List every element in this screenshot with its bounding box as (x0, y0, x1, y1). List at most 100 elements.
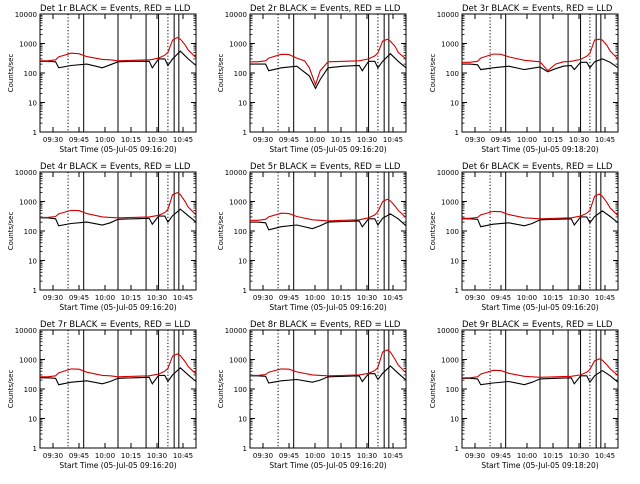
y-tick-label: 100 (24, 228, 37, 236)
lld-series-line (462, 358, 619, 379)
x-tick-label: 09:30 (465, 136, 485, 144)
events-series-line (250, 365, 407, 384)
chart-title: Det 5r BLACK = Events, RED = LLD (250, 162, 401, 172)
y-tick-label: 10000 (437, 11, 459, 19)
lld-series-line (40, 353, 197, 378)
x-tick-label: 10:30 (357, 452, 377, 460)
x-axis-label: Start Time (05-Jul-05 09:18:20) (481, 461, 598, 470)
lld-series-line (462, 193, 619, 220)
y-tick-label: 10 (450, 258, 459, 266)
x-tick-label: 10:30 (569, 294, 589, 302)
x-tick-label: 09:45 (69, 136, 89, 144)
y-tick-label: 10 (28, 100, 37, 108)
x-tick-label: 09:45 (69, 452, 89, 460)
x-axis-label: Start Time (05-Jul-05 09:16:20) (59, 145, 176, 154)
lld-series-line (250, 198, 407, 222)
chart-title: Det 6r BLACK = Events, RED = LLD (462, 162, 613, 172)
chart-title: Det 7r BLACK = Events, RED = LLD (40, 320, 191, 330)
x-tick-label: 10:15 (121, 136, 141, 144)
chart-title: Det 3r BLACK = Events, RED = LLD (462, 4, 613, 14)
x-tick-label: 10:15 (121, 452, 141, 460)
x-axis-label: Start Time (05-Jul-05 09:16:20) (269, 303, 386, 312)
x-tick-label: 09:30 (43, 452, 63, 460)
chart-title: Det 9r BLACK = Events, RED = LLD (462, 320, 613, 330)
y-tick-label: 1000 (441, 41, 459, 49)
events-series-line (40, 50, 197, 69)
x-tick-label: 10:30 (569, 452, 589, 460)
x-tick-label: 10:45 (173, 136, 193, 144)
y-tick-label: 100 (446, 386, 459, 394)
x-tick-label: 09:30 (253, 294, 273, 302)
x-axis-label: Start Time (05-Jul-05 09:16:20) (269, 461, 386, 470)
y-tick-label: 10000 (15, 11, 37, 19)
y-tick-label: 10 (28, 416, 37, 424)
x-tick-label: 09:45 (279, 136, 299, 144)
y-tick-label: 1 (33, 445, 37, 453)
x-tick-label: 10:30 (147, 452, 167, 460)
events-series-line (250, 213, 407, 231)
x-tick-label: 09:30 (465, 452, 485, 460)
chart-panel-4: Det 4r BLACK = Events, RED = LLD 1 10 100 10… (7, 162, 197, 312)
y-tick-label: 1 (243, 445, 247, 453)
y-tick-label: 100 (24, 70, 37, 78)
x-tick-label: 10:45 (595, 136, 615, 144)
y-tick-label: 10 (238, 416, 247, 424)
x-tick-label: 10:45 (173, 294, 193, 302)
chart-panel-3: Det 3r BLACK = Events, RED = LLD 1 10 100 10… (429, 4, 619, 154)
x-tick-label: 09:45 (491, 136, 511, 144)
y-axis-label: Counts/sec (7, 54, 15, 93)
lld-series-line (250, 38, 407, 87)
x-tick-label: 09:45 (69, 294, 89, 302)
y-tick-label: 10 (450, 416, 459, 424)
x-tick-label: 10:45 (595, 294, 615, 302)
events-series-line (462, 369, 619, 386)
y-tick-label: 10000 (225, 327, 247, 335)
x-tick-label: 10:00 (95, 294, 115, 302)
x-tick-label: 10:45 (595, 452, 615, 460)
y-tick-label: 10000 (437, 169, 459, 177)
x-tick-label: 09:30 (43, 294, 63, 302)
x-axis-label: Start Time (05-Jul-05 09:16:20) (481, 303, 598, 312)
y-axis-label: Counts/sec (429, 54, 437, 93)
x-axis-label: Start Time (05-Jul-05 09:16:20) (59, 303, 176, 312)
x-tick-label: 10:30 (357, 294, 377, 302)
chart-title: Det 8r BLACK = Events, RED = LLD (250, 320, 401, 330)
x-tick-label: 10:45 (383, 136, 403, 144)
chart-panel-8: Det 8r BLACK = Events, RED = LLD 1 10 100 10… (217, 320, 407, 470)
y-tick-label: 1 (455, 129, 459, 137)
x-tick-label: 10:15 (331, 452, 351, 460)
y-axis-label: Counts/sec (217, 54, 225, 93)
x-tick-label: 10:15 (331, 136, 351, 144)
x-tick-label: 09:45 (279, 452, 299, 460)
y-tick-label: 1 (243, 287, 247, 295)
x-tick-label: 10:00 (517, 294, 537, 302)
chart-panel-2: Det 2r BLACK = Events, RED = LLD 1 10 100 10… (217, 4, 407, 154)
events-series-line (462, 58, 619, 73)
y-tick-label: 10000 (15, 327, 37, 335)
y-axis-label: Counts/sec (7, 370, 15, 409)
events-series-line (250, 52, 407, 90)
y-axis-label: Counts/sec (7, 212, 15, 251)
lld-series-line (462, 38, 619, 72)
x-tick-label: 10:15 (121, 294, 141, 302)
lld-series-line (40, 191, 197, 219)
y-tick-label: 1000 (19, 357, 37, 365)
y-tick-label: 10 (238, 258, 247, 266)
y-tick-label: 1 (455, 445, 459, 453)
y-tick-label: 1000 (229, 199, 247, 207)
x-tick-label: 10:00 (305, 136, 325, 144)
x-tick-label: 09:30 (253, 136, 273, 144)
y-tick-label: 10 (238, 100, 247, 108)
y-tick-label: 1000 (229, 41, 247, 49)
y-tick-label: 1 (33, 129, 37, 137)
x-tick-label: 10:30 (147, 136, 167, 144)
lld-series-line (250, 349, 407, 377)
x-tick-label: 10:00 (95, 136, 115, 144)
y-tick-label: 10 (450, 100, 459, 108)
x-tick-label: 10:30 (357, 136, 377, 144)
x-tick-label: 09:45 (491, 294, 511, 302)
chart-panel-9: Det 9r BLACK = Events, RED = LLD 1 10 100 10… (429, 320, 619, 470)
x-tick-label: 10:15 (543, 452, 563, 460)
x-tick-label: 10:15 (331, 294, 351, 302)
y-tick-label: 100 (234, 228, 247, 236)
